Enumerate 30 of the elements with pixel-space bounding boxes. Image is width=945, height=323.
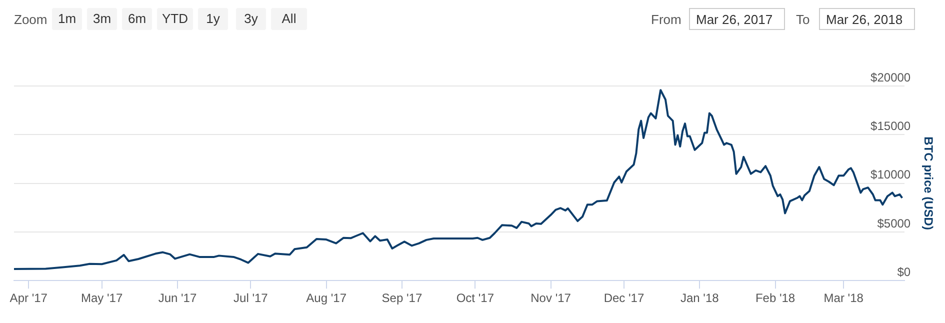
- text: To: [796, 12, 810, 27]
- y-tick-label: $5000: [877, 216, 911, 230]
- text: 1y: [198, 8, 228, 30]
- text: 1m: [52, 8, 82, 30]
- y-tick-label: $10000: [870, 168, 911, 182]
- text: Zoom: [14, 12, 48, 27]
- x-tick-label: May '17: [81, 291, 123, 306]
- x-tick-label: Apr '17: [10, 291, 48, 306]
- x-tick-label: Feb '18: [755, 291, 796, 306]
- text: Mar 26, 2017: [689, 8, 785, 30]
- x-tick-label: Aug '17: [306, 291, 347, 306]
- x-tick-label: Jul '17: [234, 291, 268, 306]
- text: YTD: [157, 8, 193, 30]
- x-tick-label: Dec '17: [604, 291, 644, 306]
- x-tick-label: Mar '18: [824, 291, 864, 306]
- text: From: [651, 12, 682, 27]
- x-tick-label: Sep '17: [382, 291, 422, 306]
- text: 6m: [122, 8, 152, 30]
- text: All: [271, 8, 307, 30]
- text: Mar 26, 2018: [819, 8, 915, 30]
- y-tick-label: $15000: [870, 118, 911, 133]
- x-tick-label: Jan '18: [680, 291, 720, 306]
- text: 3m: [87, 8, 117, 30]
- text: 3y: [236, 8, 266, 30]
- x-tick-label: Oct '17: [456, 291, 494, 306]
- y-tick-label: $0: [897, 264, 911, 279]
- x-tick-label: Nov '17: [530, 291, 572, 306]
- y-axis-title: BTC price (USD): [921, 136, 936, 230]
- y-tick-label: $20000: [870, 70, 911, 84]
- x-tick-label: Jun '17: [158, 291, 197, 306]
